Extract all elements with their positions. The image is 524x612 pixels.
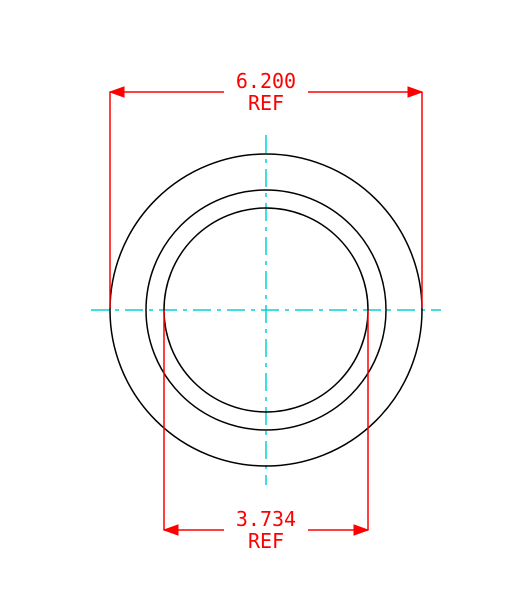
dimension-value: 3.734 xyxy=(236,507,296,531)
dimension-arrowhead xyxy=(408,87,422,97)
dimension-arrowhead xyxy=(110,87,124,97)
dimension-ref: REF xyxy=(248,91,284,115)
dimension-ref: REF xyxy=(248,529,284,553)
dimension-value: 6.200 xyxy=(236,69,296,93)
dimension-arrowhead xyxy=(164,525,178,535)
dimension-arrowhead xyxy=(354,525,368,535)
